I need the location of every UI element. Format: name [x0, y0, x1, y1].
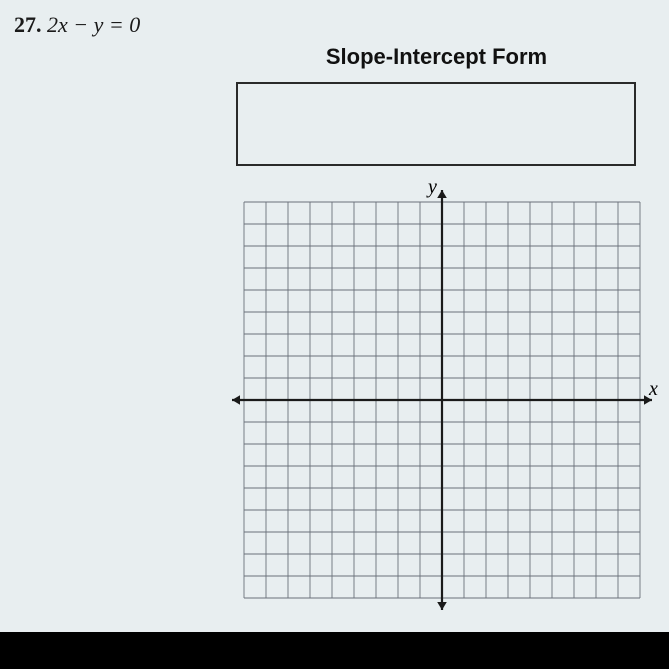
problem-equation: 2x − y = 0 — [47, 12, 140, 37]
graph-area: y x — [224, 182, 664, 623]
answer-box[interactable] — [236, 82, 636, 166]
section-title: Slope-Intercept Form — [204, 44, 669, 70]
coordinate-grid — [224, 182, 660, 618]
y-axis-label: y — [428, 176, 437, 199]
x-axis-label: x — [649, 378, 658, 401]
problem-number: 27. — [14, 12, 42, 37]
problem-line: 27. 2x − y = 0 — [14, 12, 669, 38]
